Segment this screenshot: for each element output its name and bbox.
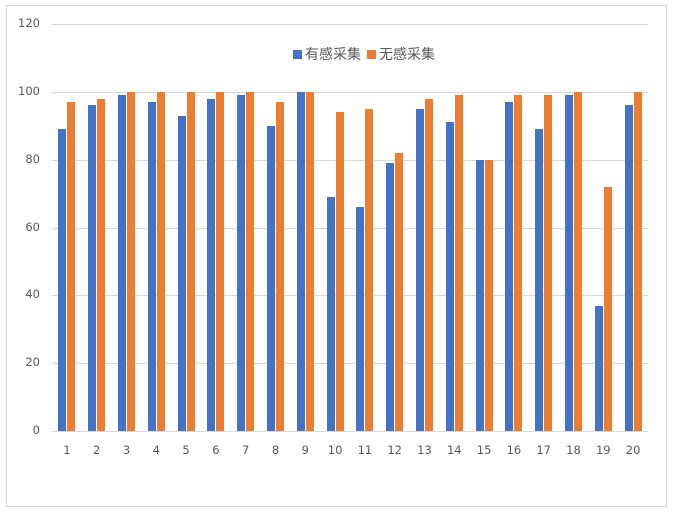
bar-series-2-3 xyxy=(127,91,135,431)
bar-series-1-5 xyxy=(177,115,186,431)
bar-series-2-16 xyxy=(514,95,523,431)
y-tick-label: 80 xyxy=(25,152,40,166)
bar-series-2-15 xyxy=(484,159,493,431)
bar-series-2-4 xyxy=(156,91,165,431)
x-tick-label: 20 xyxy=(625,443,641,457)
legend-label: 有感采集 xyxy=(305,47,361,63)
legend-swatch-blue xyxy=(293,49,302,59)
bar-series-1-17 xyxy=(535,129,544,431)
x-tick-label: 18 xyxy=(566,443,581,457)
legend-item-series-1: 有感采集 xyxy=(293,44,361,64)
bar-series-2-13 xyxy=(425,98,433,431)
gridline xyxy=(52,24,648,25)
bar-series-1-10 xyxy=(326,196,335,431)
bar-series-1-7 xyxy=(237,95,246,431)
bar-series-2-14 xyxy=(454,95,463,431)
bar-series-1-2 xyxy=(88,105,97,431)
bar-series-2-20 xyxy=(633,91,642,431)
bar-series-1-1 xyxy=(58,129,67,431)
x-tick-label: 13 xyxy=(417,443,432,457)
bar-series-1-8 xyxy=(267,125,275,431)
x-tick-label: 16 xyxy=(506,443,522,457)
gridline xyxy=(52,228,648,229)
bar-series-2-19 xyxy=(603,186,612,431)
bar-series-2-8 xyxy=(276,102,284,431)
bar-series-1-16 xyxy=(505,102,514,431)
bar-series-2-9 xyxy=(305,91,314,431)
bar-series-2-10 xyxy=(335,112,344,431)
x-tick-label: 14 xyxy=(446,443,462,457)
bar-series-1-14 xyxy=(445,122,454,431)
x-tick-label: 11 xyxy=(357,443,373,457)
x-axis-line xyxy=(52,431,648,432)
bar-series-2-5 xyxy=(186,91,195,431)
gridline xyxy=(52,92,648,93)
bar-series-1-15 xyxy=(475,159,484,431)
y-tick-label: 100 xyxy=(18,84,40,98)
x-tick-label: 1 xyxy=(63,443,71,457)
bar-series-1-12 xyxy=(386,163,395,431)
y-tick-label: 120 xyxy=(18,16,40,30)
legend-swatch-orange xyxy=(367,49,376,59)
bar-series-2-7 xyxy=(246,91,255,431)
bar-series-2-6 xyxy=(216,91,225,431)
bar-series-1-6 xyxy=(207,98,216,431)
bar-series-2-2 xyxy=(97,98,106,431)
gridline xyxy=(52,160,648,161)
x-tick-label: 8 xyxy=(271,443,280,457)
bar-series-1-4 xyxy=(147,102,156,431)
x-tick-label: 3 xyxy=(122,443,131,457)
legend-item-series-2: 无感采集 xyxy=(367,44,435,64)
legend-label: 无感采集 xyxy=(379,47,435,63)
y-tick-label: 60 xyxy=(25,220,40,234)
x-tick-label: 12 xyxy=(387,443,402,457)
legend: 有感采集 无感采集 xyxy=(293,44,437,64)
bar-series-2-17 xyxy=(544,95,553,431)
bar-series-1-20 xyxy=(624,105,633,431)
x-tick-label: 15 xyxy=(476,443,492,457)
x-tick-label: 4 xyxy=(152,443,160,457)
y-tick-label: 0 xyxy=(32,423,40,437)
bar-series-2-18 xyxy=(574,91,582,431)
bar-series-1-3 xyxy=(118,95,126,431)
x-tick-label: 17 xyxy=(536,443,551,457)
x-tick-label: 9 xyxy=(301,443,309,457)
bar-series-1-19 xyxy=(594,305,603,431)
bar-series-1-18 xyxy=(565,95,573,431)
x-tick-label: 6 xyxy=(212,443,220,457)
y-tick-label: 20 xyxy=(25,355,40,369)
bar-series-2-11 xyxy=(365,108,374,431)
gridline xyxy=(52,363,648,364)
x-tick-label: 2 xyxy=(93,443,101,457)
gridline xyxy=(52,295,648,296)
bar-series-2-12 xyxy=(395,152,404,431)
bar-series-2-1 xyxy=(67,102,76,431)
y-tick-label: 40 xyxy=(25,287,40,301)
x-tick-label: 19 xyxy=(595,443,611,457)
bar-series-1-11 xyxy=(356,207,365,431)
x-tick-label: 7 xyxy=(242,443,250,457)
x-tick-label: 5 xyxy=(182,443,190,457)
x-tick-label: 10 xyxy=(327,443,343,457)
bar-series-1-13 xyxy=(416,108,424,431)
bar-series-1-9 xyxy=(296,91,305,431)
